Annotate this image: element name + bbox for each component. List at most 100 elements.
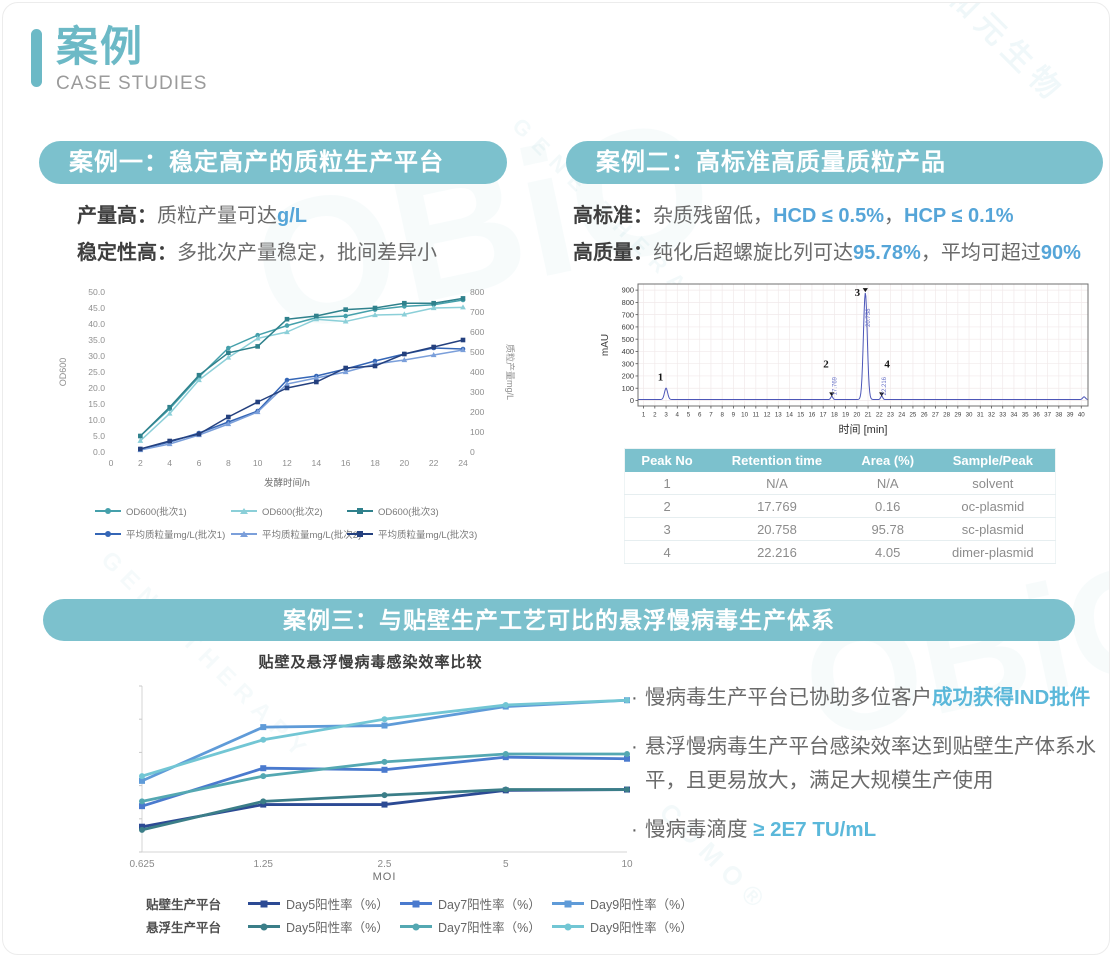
text-segment: 纯化后超螺旋比列可达 <box>653 242 853 264</box>
svg-text:6: 6 <box>197 458 202 468</box>
table-cell: 1 <box>624 472 710 495</box>
legend-item: Day7阳性率（%） <box>400 894 552 913</box>
table-cell: 0.16 <box>844 494 931 518</box>
bullet-dot: · <box>631 818 638 841</box>
svg-text:300: 300 <box>470 387 485 397</box>
svg-text:24: 24 <box>458 458 468 468</box>
svg-text:500: 500 <box>622 335 634 344</box>
case1-title: 案例一：稳定高产的质粒生产平台 <box>69 149 444 176</box>
svg-text:质粒产量mg/L: 质粒产量mg/L <box>505 344 515 400</box>
svg-text:14: 14 <box>312 458 322 468</box>
svg-text:34: 34 <box>1010 412 1017 419</box>
svg-text:19: 19 <box>842 412 849 419</box>
table-row: 1 N/A N/A solvent <box>624 472 1056 495</box>
svg-text:OD600: OD600 <box>58 358 68 387</box>
moi-efficiency-chart: 0.625 1.25 2.5 5 10 MOI <box>129 685 633 883</box>
svg-text:13: 13 <box>775 412 782 419</box>
legend-label: 平均质粒量mg/L(批次2) <box>262 530 362 541</box>
svg-text:28: 28 <box>943 412 950 419</box>
svg-text:36: 36 <box>1033 412 1040 419</box>
table-header-row: Peak No Retention time Area (%) Sample/Peak <box>624 448 1056 472</box>
legend-item: OD600(批次3) <box>347 504 545 518</box>
legend-item: Day5阳性率（%） <box>248 917 400 936</box>
legend-row: 悬浮生产平台 Day5阳性率（%） Day7阳性率（%） Day9阳性率（%） <box>146 915 693 938</box>
legend-item: 平均质粒量mg/L(批次1) <box>95 527 231 541</box>
case3-title: 案例三：与贴壁生产工艺可比的悬浮慢病毒生产体系 <box>283 607 835 633</box>
svg-text:20.758: 20.758 <box>866 308 872 327</box>
legend-marker <box>347 531 373 537</box>
svg-text:300: 300 <box>622 359 634 368</box>
svg-text:16: 16 <box>341 458 351 468</box>
legend-label: OD600(批次2) <box>262 507 323 518</box>
svg-text:22: 22 <box>429 458 439 468</box>
legend-marker <box>347 508 373 514</box>
svg-text:7: 7 <box>709 412 713 419</box>
case2-point-quality: 高质量：纯化后超螺旋比列可达95.78%，平均可超过90% <box>573 235 1106 272</box>
svg-text:22.216: 22.216 <box>882 376 888 395</box>
table-cell: dimer-plasmid <box>930 540 1056 564</box>
svg-text:30: 30 <box>966 412 973 419</box>
legend-item: 平均质粒量mg/L(批次2) <box>231 527 361 541</box>
svg-text:10: 10 <box>253 458 263 468</box>
legend-marker <box>95 508 121 514</box>
legend-marker <box>248 900 280 907</box>
table-cell: 17.769 <box>709 494 845 518</box>
text-segment: 杂质残留低， <box>653 205 773 227</box>
svg-text:25.0: 25.0 <box>88 367 105 377</box>
legend-marker <box>231 508 257 514</box>
legend-item: OD600(批次2) <box>231 504 347 518</box>
table-header-cell: Sample/Peak <box>930 448 1056 472</box>
svg-text:200: 200 <box>470 407 485 417</box>
text-segment: 悬浮慢病毒生产平台感染效率达到贴壁生产体系水平，且更易放大，满足大规模生产使用 <box>645 735 1096 792</box>
svg-text:38: 38 <box>1055 412 1062 419</box>
bullet-text: 悬浮慢病毒生产平台感染效率达到贴壁生产体系水平，且更易放大，满足大规模生产使用 <box>645 730 1109 798</box>
table-cell: 3 <box>624 517 710 541</box>
svg-text:12: 12 <box>764 412 771 419</box>
text-segment: HCD ≤ 0.5% <box>773 205 885 227</box>
svg-text:35: 35 <box>1022 412 1029 419</box>
svg-text:400: 400 <box>622 347 634 356</box>
svg-text:45.0: 45.0 <box>88 303 105 313</box>
legend-label: Day5阳性率（%） <box>286 898 389 912</box>
svg-text:14: 14 <box>786 412 793 419</box>
legend-label: Day7阳性率（%） <box>438 898 541 912</box>
svg-text:3: 3 <box>855 287 861 299</box>
svg-text:18: 18 <box>831 412 838 419</box>
text-segment: 稳定性高： <box>77 242 177 264</box>
svg-text:发酵时间/h: 发酵时间/h <box>264 477 310 489</box>
moi-chart-legend: 贴壁生产平台 Day5阳性率（%） Day7阳性率（%） Day9阳性率（%） 悬浮生产… <box>146 892 693 938</box>
svg-text:600: 600 <box>470 327 485 337</box>
watermark-brand-zh: 和元生物 <box>941 2 1072 111</box>
legend-label: 平均质粒量mg/L(批次3) <box>378 530 478 541</box>
svg-text:0: 0 <box>470 447 475 457</box>
svg-text:1: 1 <box>642 412 646 419</box>
table-cell: 20.758 <box>709 517 845 541</box>
svg-text:10: 10 <box>621 859 633 870</box>
legend-marker <box>400 923 432 930</box>
table-cell: 95.78 <box>844 517 931 541</box>
svg-text:12: 12 <box>282 458 292 468</box>
legend-label: Day5阳性率（%） <box>286 921 389 935</box>
text-segment: 慢病毒滴度 <box>645 818 754 841</box>
svg-text:27: 27 <box>932 412 939 419</box>
fermentation-chart-legend: OD600(批次1) OD600(批次2) OD600(批次3) 平均质粒量mg/L(… <box>95 504 545 541</box>
legend-label: Day7阳性率（%） <box>438 921 541 935</box>
legend-group-label: 悬浮生产平台 <box>146 921 222 935</box>
text-segment: 产量高： <box>77 205 157 227</box>
case2-title: 案例二：高标准高质量质粒产品 <box>596 149 946 176</box>
case1-title-pill: 案例一：稳定高产的质粒生产平台 <box>39 141 507 184</box>
svg-text:11: 11 <box>753 412 760 419</box>
table-row: 3 20.758 95.78 sc-plasmid <box>624 517 1056 541</box>
svg-text:17: 17 <box>820 412 827 419</box>
fermentation-chart: 0.0 5.0 10.0 15.0 20.0 25.0 30.0 35.0 40.0 45.0 50… <box>58 287 515 489</box>
table-header-cell: Peak No <box>624 448 710 472</box>
svg-text:21: 21 <box>865 412 872 419</box>
case1-section: 案例一：稳定高产的质粒生产平台 产量高：质粒产量可达g/L 稳定性高：多批次产量… <box>39 141 545 541</box>
svg-text:8: 8 <box>720 412 724 419</box>
case1-point-stability: 稳定性高：多批次产量稳定，批间差异小 <box>77 235 545 272</box>
legend-label: OD600(批次3) <box>378 507 439 518</box>
table-cell: 22.216 <box>709 540 845 564</box>
legend-item: 平均质粒量mg/L(批次3) <box>347 527 545 541</box>
text-segment: 慢病毒生产平台已协助多位客户 <box>645 686 932 709</box>
